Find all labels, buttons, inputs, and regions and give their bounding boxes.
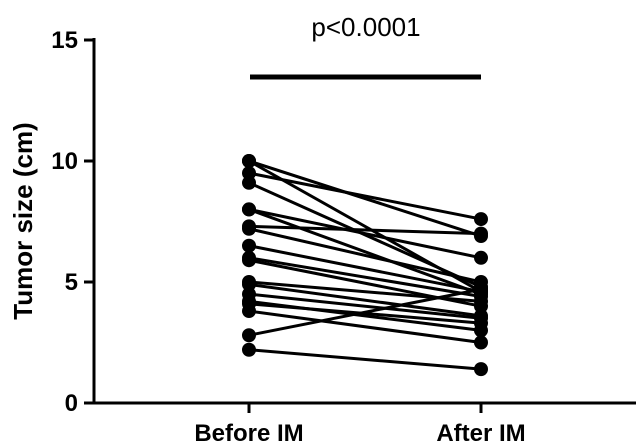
x-tick-label-1: Before IM	[194, 420, 303, 443]
pair-line-7	[248, 224, 482, 236]
pair-line-13	[248, 282, 482, 318]
y-axis-title: Tumor size (cm)	[8, 122, 38, 319]
before-point-2	[242, 154, 256, 168]
before-point-6	[242, 202, 256, 217]
x-tick-label-2: After IM	[436, 420, 525, 443]
pair-line-2	[248, 159, 482, 238]
after-point-18	[474, 282, 488, 297]
before-point-8	[242, 221, 256, 236]
y-tick-label-15: 15	[51, 27, 78, 54]
before-point-4	[242, 175, 256, 190]
before-point-17	[242, 304, 256, 319]
pair-line-17	[248, 309, 482, 344]
after-point-17	[474, 335, 488, 350]
after-point-5	[474, 250, 488, 265]
after-point-16	[474, 316, 488, 331]
pair-line-3	[248, 171, 482, 221]
y-tick-label-0: 0	[65, 390, 78, 417]
before-point-19	[242, 342, 256, 357]
axes: 0 5 10 15 Before IM After IM	[51, 27, 636, 443]
after-point-3	[474, 212, 488, 227]
pair-line-18	[248, 287, 482, 337]
after-point-12	[474, 294, 488, 309]
after-point-7	[474, 226, 488, 241]
before-point-9	[242, 238, 256, 253]
pair-line-14	[248, 292, 482, 320]
pair-line-5	[248, 207, 482, 260]
before-point-13	[242, 277, 256, 292]
before-point-11	[242, 253, 256, 268]
pair-line-6	[248, 207, 482, 296]
y-tick-label-10: 10	[51, 148, 78, 175]
pair-line-19	[248, 348, 482, 371]
pair-line-8	[248, 227, 482, 284]
before-point-18	[242, 328, 256, 343]
p-value-annotation: p<0.0001	[311, 12, 420, 42]
data-series	[242, 154, 488, 377]
pair-line-10	[248, 256, 482, 298]
y-tick-label-5: 5	[65, 269, 78, 296]
after-point-19	[474, 362, 488, 377]
pair-line-9	[248, 244, 482, 294]
before-point-3	[242, 166, 256, 181]
